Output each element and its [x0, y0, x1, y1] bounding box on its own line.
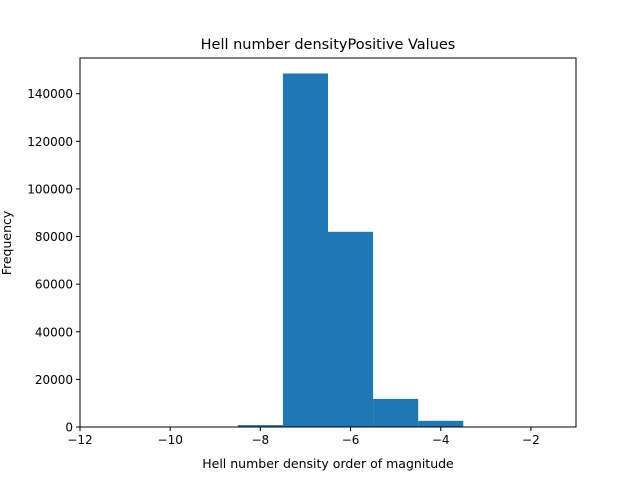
- x-tick-label: −8: [252, 433, 270, 447]
- bars-group: [237, 73, 464, 428]
- plot-frame: [79, 57, 577, 428]
- histogram-bar: [418, 420, 464, 427]
- y-tick-label: 80000: [35, 230, 73, 244]
- histogram-bar: [373, 398, 419, 427]
- y-tick-label: 40000: [35, 325, 73, 339]
- x-ticks-group: −12 −10 −8 −6 −4 −2: [67, 427, 540, 447]
- x-tick-label: −10: [158, 433, 183, 447]
- histogram-bar: [237, 425, 283, 427]
- y-tick-label: 60000: [35, 278, 73, 292]
- y-ticks-group: 0 20000 40000 60000 80000 100000 120000 140000: [27, 87, 80, 435]
- y-tick-label: 120000: [27, 135, 73, 149]
- y-tick-label: 140000: [27, 87, 73, 101]
- y-tick-label: 100000: [27, 182, 73, 196]
- y-tick-label: 20000: [35, 373, 73, 387]
- x-axis-label: Hell number density order of magnitude: [202, 456, 454, 471]
- x-tick-label: −12: [67, 433, 92, 447]
- x-tick-label: −4: [432, 433, 450, 447]
- x-tick-label: −6: [342, 433, 360, 447]
- histogram-bar: [328, 231, 374, 427]
- y-axis-label: Frequency: [0, 210, 14, 275]
- y-tick-label: 0: [65, 421, 73, 435]
- histogram-bar: [282, 73, 328, 428]
- x-tick-label: −2: [522, 433, 540, 447]
- chart-title: Hell number densityPositive Values: [201, 37, 456, 53]
